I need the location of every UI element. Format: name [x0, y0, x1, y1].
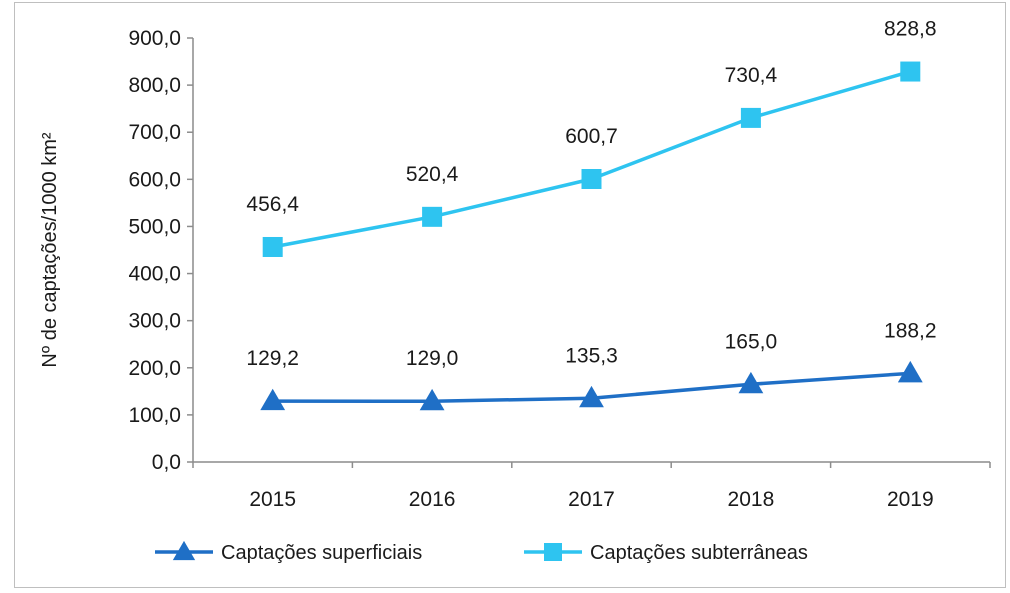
- x-tick-label: 2015: [249, 488, 296, 511]
- chart-frame: [14, 2, 1006, 588]
- data-point-marker: [900, 61, 921, 82]
- series-line-2: [272, 69, 911, 249]
- y-tick-label: 300,0: [128, 310, 181, 333]
- data-point-marker: [738, 371, 764, 394]
- legend-marker: [544, 543, 562, 561]
- axes: [187, 37, 991, 468]
- data-label: 456,4: [246, 193, 299, 216]
- legend-marker: [172, 540, 196, 561]
- data-point-marker: [581, 169, 602, 190]
- y-tick-labels: 0,0 100,0 200,0 300,0 400,0 500,0 600,0 700,0 80…: [128, 27, 181, 474]
- y-tick-label: 800,0: [128, 74, 181, 97]
- legend-label: Captações superficiais: [221, 542, 422, 564]
- data-label: 828,8: [884, 18, 937, 41]
- legend: Captações superficiais Captações subterrâ…: [155, 540, 808, 564]
- data-point-marker: [422, 206, 443, 227]
- y-axis-label: Nº de captações/1000 km²: [39, 132, 61, 368]
- data-point-marker: [419, 388, 445, 411]
- data-label: 165,0: [725, 330, 778, 353]
- y-tick-label: 400,0: [128, 263, 181, 286]
- series-group: [260, 61, 923, 411]
- data-point-marker: [897, 360, 923, 383]
- data-point-marker: [260, 388, 286, 411]
- data-label: 135,3: [565, 344, 618, 367]
- y-tick-label: 900,0: [128, 27, 181, 50]
- data-label: 188,2: [884, 319, 937, 342]
- x-tick-labels: 2015 2016 2017 2018 2019: [249, 488, 933, 511]
- y-tick-label: 0,0: [152, 451, 181, 474]
- data-point-marker: [740, 107, 761, 128]
- data-label: 600,7: [565, 125, 618, 148]
- y-tick-label: 700,0: [128, 121, 181, 144]
- y-tick-label: 100,0: [128, 404, 181, 427]
- x-tick-label: 2017: [568, 488, 615, 511]
- data-label: 730,4: [725, 64, 778, 87]
- x-tick-label: 2018: [728, 488, 775, 511]
- data-label: 129,0: [406, 347, 459, 370]
- data-point-marker: [262, 236, 283, 257]
- data-labels: 129,2 129,0 135,3 165,0 188,2 456,4 520,4 600,7…: [246, 18, 936, 371]
- data-label: 129,2: [246, 347, 299, 370]
- x-tick-label: 2019: [887, 488, 934, 511]
- x-tick-label: 2016: [409, 488, 456, 511]
- data-label: 520,4: [406, 163, 459, 186]
- legend-label: Captações subterrâneas: [590, 542, 808, 564]
- y-tick-label: 600,0: [128, 168, 181, 191]
- y-tick-label: 500,0: [128, 215, 181, 238]
- data-point-marker: [579, 385, 604, 408]
- y-tick-label: 200,0: [128, 357, 181, 380]
